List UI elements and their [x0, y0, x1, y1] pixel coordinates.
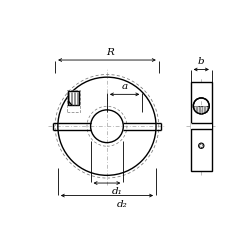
Bar — [191, 82, 212, 170]
Bar — [68, 91, 79, 105]
Text: R: R — [106, 48, 114, 56]
Text: a: a — [122, 82, 128, 91]
Bar — [68, 91, 79, 105]
Bar — [191, 123, 212, 129]
Circle shape — [193, 98, 209, 114]
Text: b: b — [198, 57, 204, 66]
Text: d₁: d₁ — [112, 187, 122, 196]
Text: d₂: d₂ — [116, 200, 127, 209]
Bar — [67, 90, 80, 112]
Circle shape — [199, 143, 204, 148]
Wedge shape — [193, 106, 209, 114]
